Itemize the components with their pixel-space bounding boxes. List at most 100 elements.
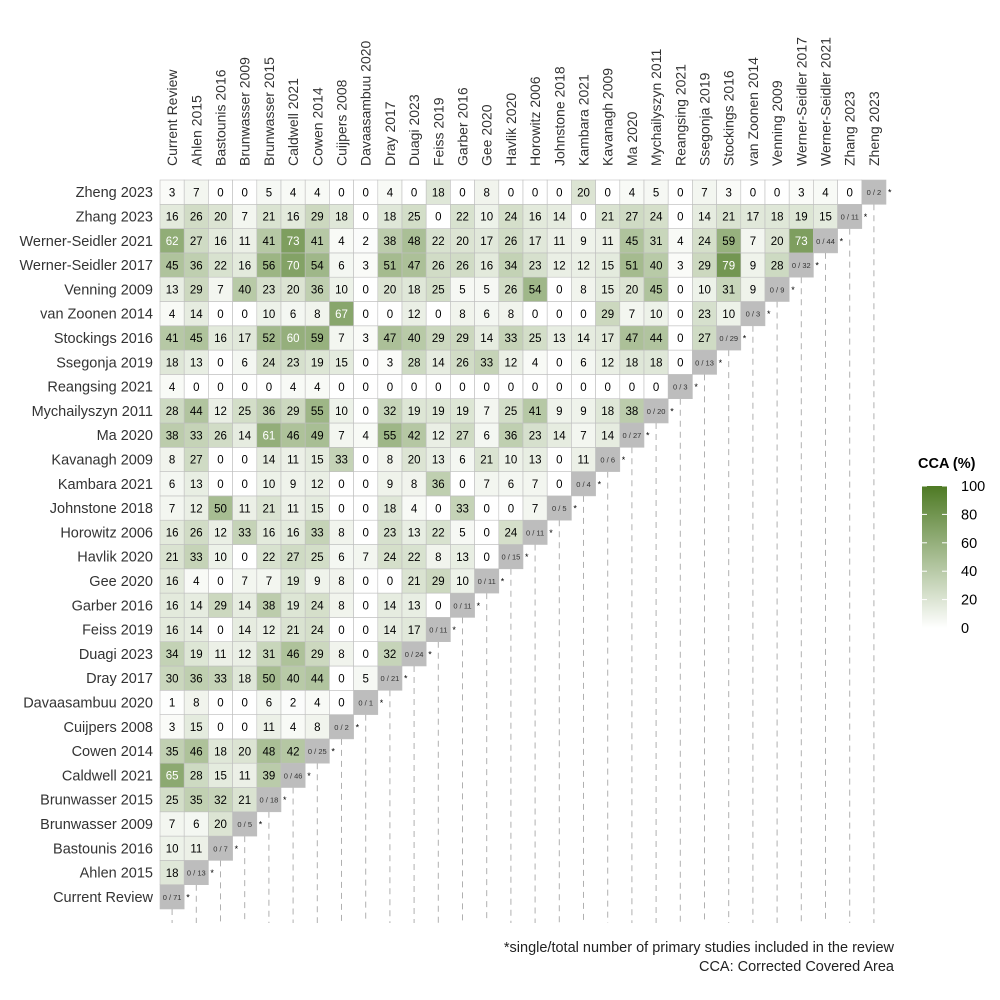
row-label: Werner-Seidler 2017 xyxy=(19,258,153,274)
cell-value-label: 47 xyxy=(384,333,397,345)
heatmap-cell xyxy=(329,422,354,448)
cell-value-label: 0 xyxy=(411,382,417,394)
column-label: Zheng 2023 xyxy=(866,91,882,166)
cell-value-label: 0 xyxy=(483,382,489,394)
heatmap-cell xyxy=(232,422,258,448)
cell-value-label: 0 xyxy=(580,382,586,394)
diagonal-asterisk: * xyxy=(235,844,239,854)
heatmap-cell xyxy=(377,374,403,399)
heatmap-cell xyxy=(716,301,742,327)
heatmap-cell xyxy=(546,228,572,254)
heatmap-cell xyxy=(304,228,330,254)
row-label: Garber 2016 xyxy=(72,598,153,614)
heatmap-cell xyxy=(232,446,258,472)
heatmap-cell xyxy=(474,446,500,472)
cell-value-label: 30 xyxy=(166,673,179,685)
heatmap-cell xyxy=(740,204,766,229)
cell-value-label: 40 xyxy=(650,260,663,272)
heatmap-cell xyxy=(353,495,379,521)
cell-value-label: 35 xyxy=(190,795,203,807)
heatmap-cell xyxy=(183,422,209,448)
heatmap-cell xyxy=(595,325,621,351)
diagonal-count-label: 0 / 13 xyxy=(695,358,714,367)
heatmap-cell xyxy=(256,495,282,521)
column-label: Garber 2016 xyxy=(455,87,471,166)
cell-value-label: 0 xyxy=(362,285,368,297)
heatmap-cell xyxy=(401,325,427,351)
heatmap-cell xyxy=(643,204,669,229)
cell-value-label: 7 xyxy=(241,576,247,588)
cell-value-label: 0 xyxy=(217,722,223,734)
column-label: Cuijpers 2008 xyxy=(334,79,350,166)
cell-value-label: 0 xyxy=(362,212,368,224)
heatmap-cell xyxy=(304,301,330,327)
diagonal-count-label: 0 / 1 xyxy=(358,698,373,707)
heatmap-cell xyxy=(498,252,524,278)
diagonal-count-label: 0 / 24 xyxy=(405,650,424,659)
diagonal-count-label: 0 / 46 xyxy=(284,771,303,780)
cell-value-label: 7 xyxy=(362,552,368,564)
cell-value-label: 16 xyxy=(287,528,300,540)
cell-value-label: 11 xyxy=(287,455,299,467)
cell-value-label: 35 xyxy=(166,746,179,758)
cell-value-label: 9 xyxy=(556,406,562,418)
column-label: Mychailyszyn 2011 xyxy=(648,49,664,166)
column-label: Cowen 2014 xyxy=(309,87,325,166)
heatmap-cell xyxy=(450,398,475,424)
cell-value-label: 18 xyxy=(166,868,179,880)
cell-value-label: 6 xyxy=(338,552,344,564)
diagonal-cell xyxy=(546,495,572,521)
cell-value-label: 0 xyxy=(556,479,562,491)
cell-value-label: 27 xyxy=(287,552,300,564)
heatmap-cell xyxy=(474,301,500,327)
heatmap-cell xyxy=(304,446,330,472)
cell-value-label: 50 xyxy=(263,673,276,685)
cell-value-label: 42 xyxy=(408,430,421,442)
cell-value-label: 26 xyxy=(505,285,518,297)
cell-value-label: 0 xyxy=(362,649,368,661)
cell-value-label: 9 xyxy=(750,285,756,297)
cell-value-label: 33 xyxy=(505,333,518,345)
heatmap-cell xyxy=(280,252,306,278)
cell-value-label: 28 xyxy=(771,260,784,272)
heatmap-cell xyxy=(595,349,621,375)
heatmap-cell xyxy=(571,179,596,205)
diagonal-asterisk: * xyxy=(646,431,650,441)
heatmap-cell xyxy=(692,325,717,351)
cell-value-label: 0 xyxy=(774,187,780,199)
cell-value-label: 26 xyxy=(190,528,203,540)
diagonal-cell xyxy=(183,860,209,886)
heatmap-cell xyxy=(232,519,258,545)
cell-value-label: 11 xyxy=(239,503,251,515)
cell-value-label: 23 xyxy=(529,260,542,272)
column-label: Ma 2020 xyxy=(624,111,640,166)
cell-value-label: 51 xyxy=(384,260,397,272)
cell-value-label: 15 xyxy=(819,212,832,224)
cell-value-label: 27 xyxy=(698,333,711,345)
footnote-primary-studies: *single/total number of primary studies … xyxy=(503,940,894,956)
cell-value-label: 7 xyxy=(193,187,199,199)
heatmap-cell xyxy=(401,544,427,570)
heatmap-cell xyxy=(208,325,233,351)
row-label: Werner-Seidler 2021 xyxy=(19,234,153,250)
cell-value-label: 14 xyxy=(238,625,251,637)
cell-value-label: 8 xyxy=(193,698,199,710)
heatmap-cell xyxy=(498,204,524,229)
cell-value-label: 28 xyxy=(190,771,203,783)
heatmap-cell xyxy=(304,495,330,521)
cell-value-label: 8 xyxy=(338,600,344,612)
cell-value-label: 0 xyxy=(483,503,489,515)
heatmap-cell xyxy=(595,276,621,302)
diagonal-asterisk: * xyxy=(404,674,408,684)
cell-value-label: 0 xyxy=(362,503,368,515)
cell-value-label: 0 xyxy=(241,309,247,321)
cell-value-label: 36 xyxy=(311,285,324,297)
cell-value-label: 26 xyxy=(456,357,469,369)
cell-value-label: 45 xyxy=(190,333,203,345)
cell-value-label: 6 xyxy=(338,260,344,272)
cell-value-label: 7 xyxy=(483,479,489,491)
heatmap-cell xyxy=(571,301,596,327)
cell-value-label: 0 xyxy=(217,625,223,637)
heatmap-cell xyxy=(474,471,500,497)
row-label: Cuijpers 2008 xyxy=(64,720,153,736)
